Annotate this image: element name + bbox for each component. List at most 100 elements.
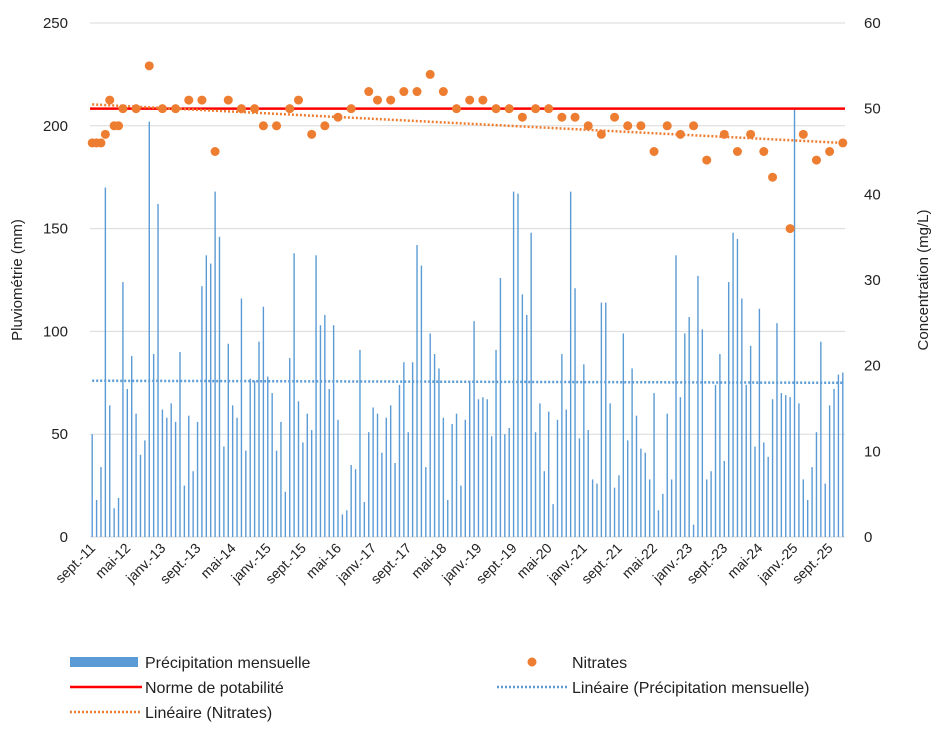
nitrate-point: [364, 87, 374, 97]
y-tick-label: 100: [43, 323, 68, 340]
bar: [411, 362, 414, 537]
nitrate-point: [785, 224, 795, 234]
trend-line: [92, 379, 843, 385]
bar: [653, 393, 655, 537]
bar: [201, 286, 203, 537]
bar: [253, 380, 256, 537]
bar: [267, 376, 269, 537]
bar: [587, 430, 589, 537]
nitrate-point: [531, 104, 541, 114]
bar: [618, 475, 620, 537]
bar: [192, 471, 194, 537]
bar: [297, 401, 300, 537]
bar: [798, 403, 800, 537]
nitrate-point: [100, 129, 110, 139]
nitrate-point: [114, 121, 124, 131]
nitrate-point: [557, 112, 567, 122]
bar: [741, 298, 743, 537]
bar: [157, 203, 159, 538]
bar: [306, 413, 308, 537]
bar: [526, 314, 528, 537]
nitrate-point: [719, 129, 729, 139]
nitrate-point: [223, 95, 233, 105]
bar: [447, 499, 449, 537]
nitrate-point: [425, 69, 435, 79]
bar: [548, 411, 550, 537]
nitrate-point: [105, 95, 115, 105]
nitrate-point: [838, 138, 848, 148]
bar: [644, 452, 646, 537]
bar: [648, 479, 651, 537]
bar: [512, 191, 515, 538]
nitrate-point: [171, 104, 181, 114]
bar: [596, 483, 598, 537]
bar: [820, 341, 822, 537]
bar: [95, 499, 98, 537]
y-axis-label: Pluviométrie (mm): [9, 219, 26, 341]
bar: [780, 393, 783, 537]
nitrate-point: [675, 129, 685, 139]
bar: [416, 245, 418, 537]
bar: [530, 232, 532, 537]
nitrate-point: [236, 104, 246, 114]
bar: [697, 275, 699, 537]
bar: [148, 121, 150, 538]
nitrate-point: [689, 121, 699, 131]
y-tick-label: 50: [51, 426, 68, 443]
bar: [662, 493, 664, 537]
nitrate-point: [412, 87, 422, 97]
bar: [605, 302, 607, 537]
nitrate-point: [197, 95, 207, 105]
nitrate-point: [346, 104, 356, 114]
nitrate-point: [610, 112, 620, 122]
bar: [609, 403, 611, 537]
nitrate-point: [96, 138, 106, 148]
nitrate-point: [491, 104, 501, 114]
nitrate-point: [811, 155, 821, 165]
nitrate-point: [798, 129, 808, 139]
nitrate-point: [732, 147, 742, 156]
bar: [802, 479, 804, 537]
nitrate-point: [623, 121, 633, 131]
bar: [100, 467, 102, 537]
bar: [310, 430, 313, 537]
nitrate-point: [465, 95, 475, 105]
nitrate-point: [702, 155, 712, 165]
bar: [460, 485, 462, 537]
bar: [767, 456, 769, 537]
bar: [745, 384, 747, 537]
bar: [91, 434, 93, 537]
bar: [635, 415, 638, 537]
bar: [468, 380, 471, 537]
bar: [824, 483, 826, 537]
legend-label: Linéaire (Nitrates): [145, 705, 272, 722]
bar: [328, 388, 330, 537]
nitrate-point: [118, 104, 128, 114]
y-tick-label: 200: [43, 118, 68, 135]
bar: [806, 499, 809, 537]
bar: [688, 317, 690, 537]
bar: [543, 471, 546, 537]
bar: [732, 232, 734, 537]
y2-tick-label: 50: [864, 101, 881, 118]
nitrate-point: [636, 121, 646, 131]
bar: [622, 333, 625, 537]
bar: [262, 306, 265, 537]
bar: [451, 423, 453, 537]
bar: [486, 399, 488, 537]
bar: [692, 524, 695, 537]
legend-swatch: [527, 657, 537, 667]
bar: [131, 356, 133, 537]
bar: [640, 448, 642, 537]
bar: [631, 368, 633, 537]
bar: [482, 397, 484, 537]
y2-tick-label: 20: [864, 358, 881, 375]
bar: [508, 428, 510, 537]
bar: [398, 384, 401, 537]
bar: [354, 469, 357, 537]
bar: [433, 354, 436, 537]
bar: [337, 419, 339, 537]
bar: [166, 417, 168, 537]
bar: [490, 436, 493, 537]
legend-label: Nitrates: [572, 655, 627, 672]
